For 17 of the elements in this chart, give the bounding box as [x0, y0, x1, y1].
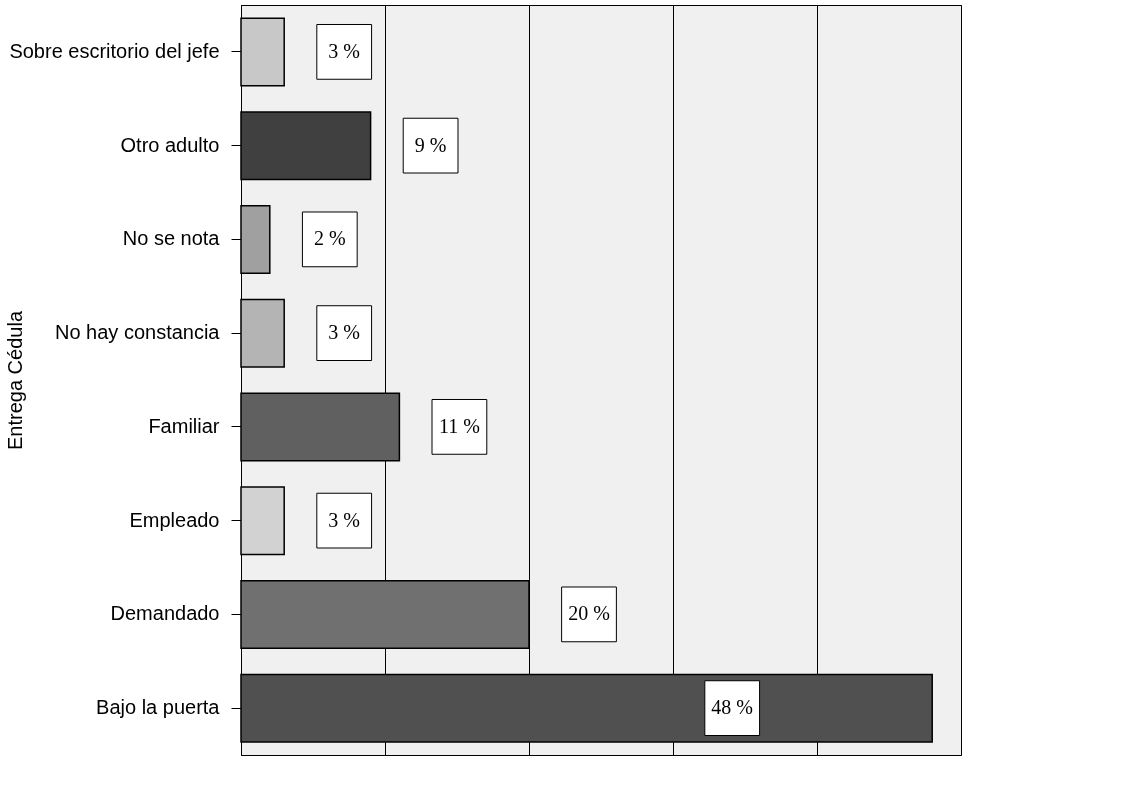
- data-label: 3 %: [328, 321, 361, 344]
- y-axis-title: Entrega Cédula: [3, 310, 26, 450]
- y-tick-label: Empleado: [129, 508, 220, 531]
- y-tick-label: Familiar: [148, 414, 220, 437]
- y-tick-label: Demandado: [110, 602, 220, 625]
- y-tick-label: Otro adulto: [120, 133, 220, 156]
- data-label: 3 %: [328, 39, 361, 62]
- y-tick-label: Bajo la puerta: [96, 696, 221, 719]
- y-tick-label: No se nota: [122, 227, 221, 250]
- data-label: 3 %: [328, 508, 361, 531]
- data-label: 20 %: [568, 602, 610, 625]
- data-label: 9 %: [414, 133, 447, 156]
- data-label: 2 %: [313, 227, 346, 250]
- y-tick-label: No hay constancia: [54, 321, 221, 344]
- y-tick-label: Sobre escritorio del jefe: [9, 39, 220, 62]
- data-label: 11 %: [438, 414, 480, 437]
- data-label: 48 %: [711, 696, 754, 719]
